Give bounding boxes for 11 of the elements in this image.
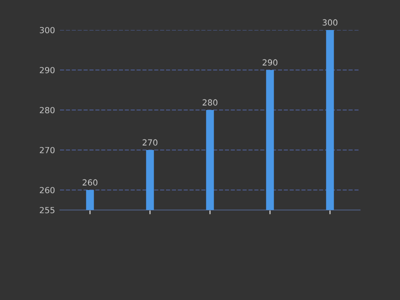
data-label: 280	[202, 99, 218, 106]
y-tick-label: 300	[40, 26, 55, 34]
data-label: 260	[82, 179, 98, 186]
data-label: 300	[322, 19, 338, 26]
y-tick-label: 280	[40, 106, 55, 114]
data-label: 290	[262, 59, 278, 66]
y-tick-label: 260	[40, 186, 55, 194]
y-tick-label: 255	[40, 206, 54, 214]
y-tick-label: 290	[40, 66, 55, 74]
data-label: 270	[142, 139, 158, 146]
y-tick-label: 270	[40, 146, 55, 154]
